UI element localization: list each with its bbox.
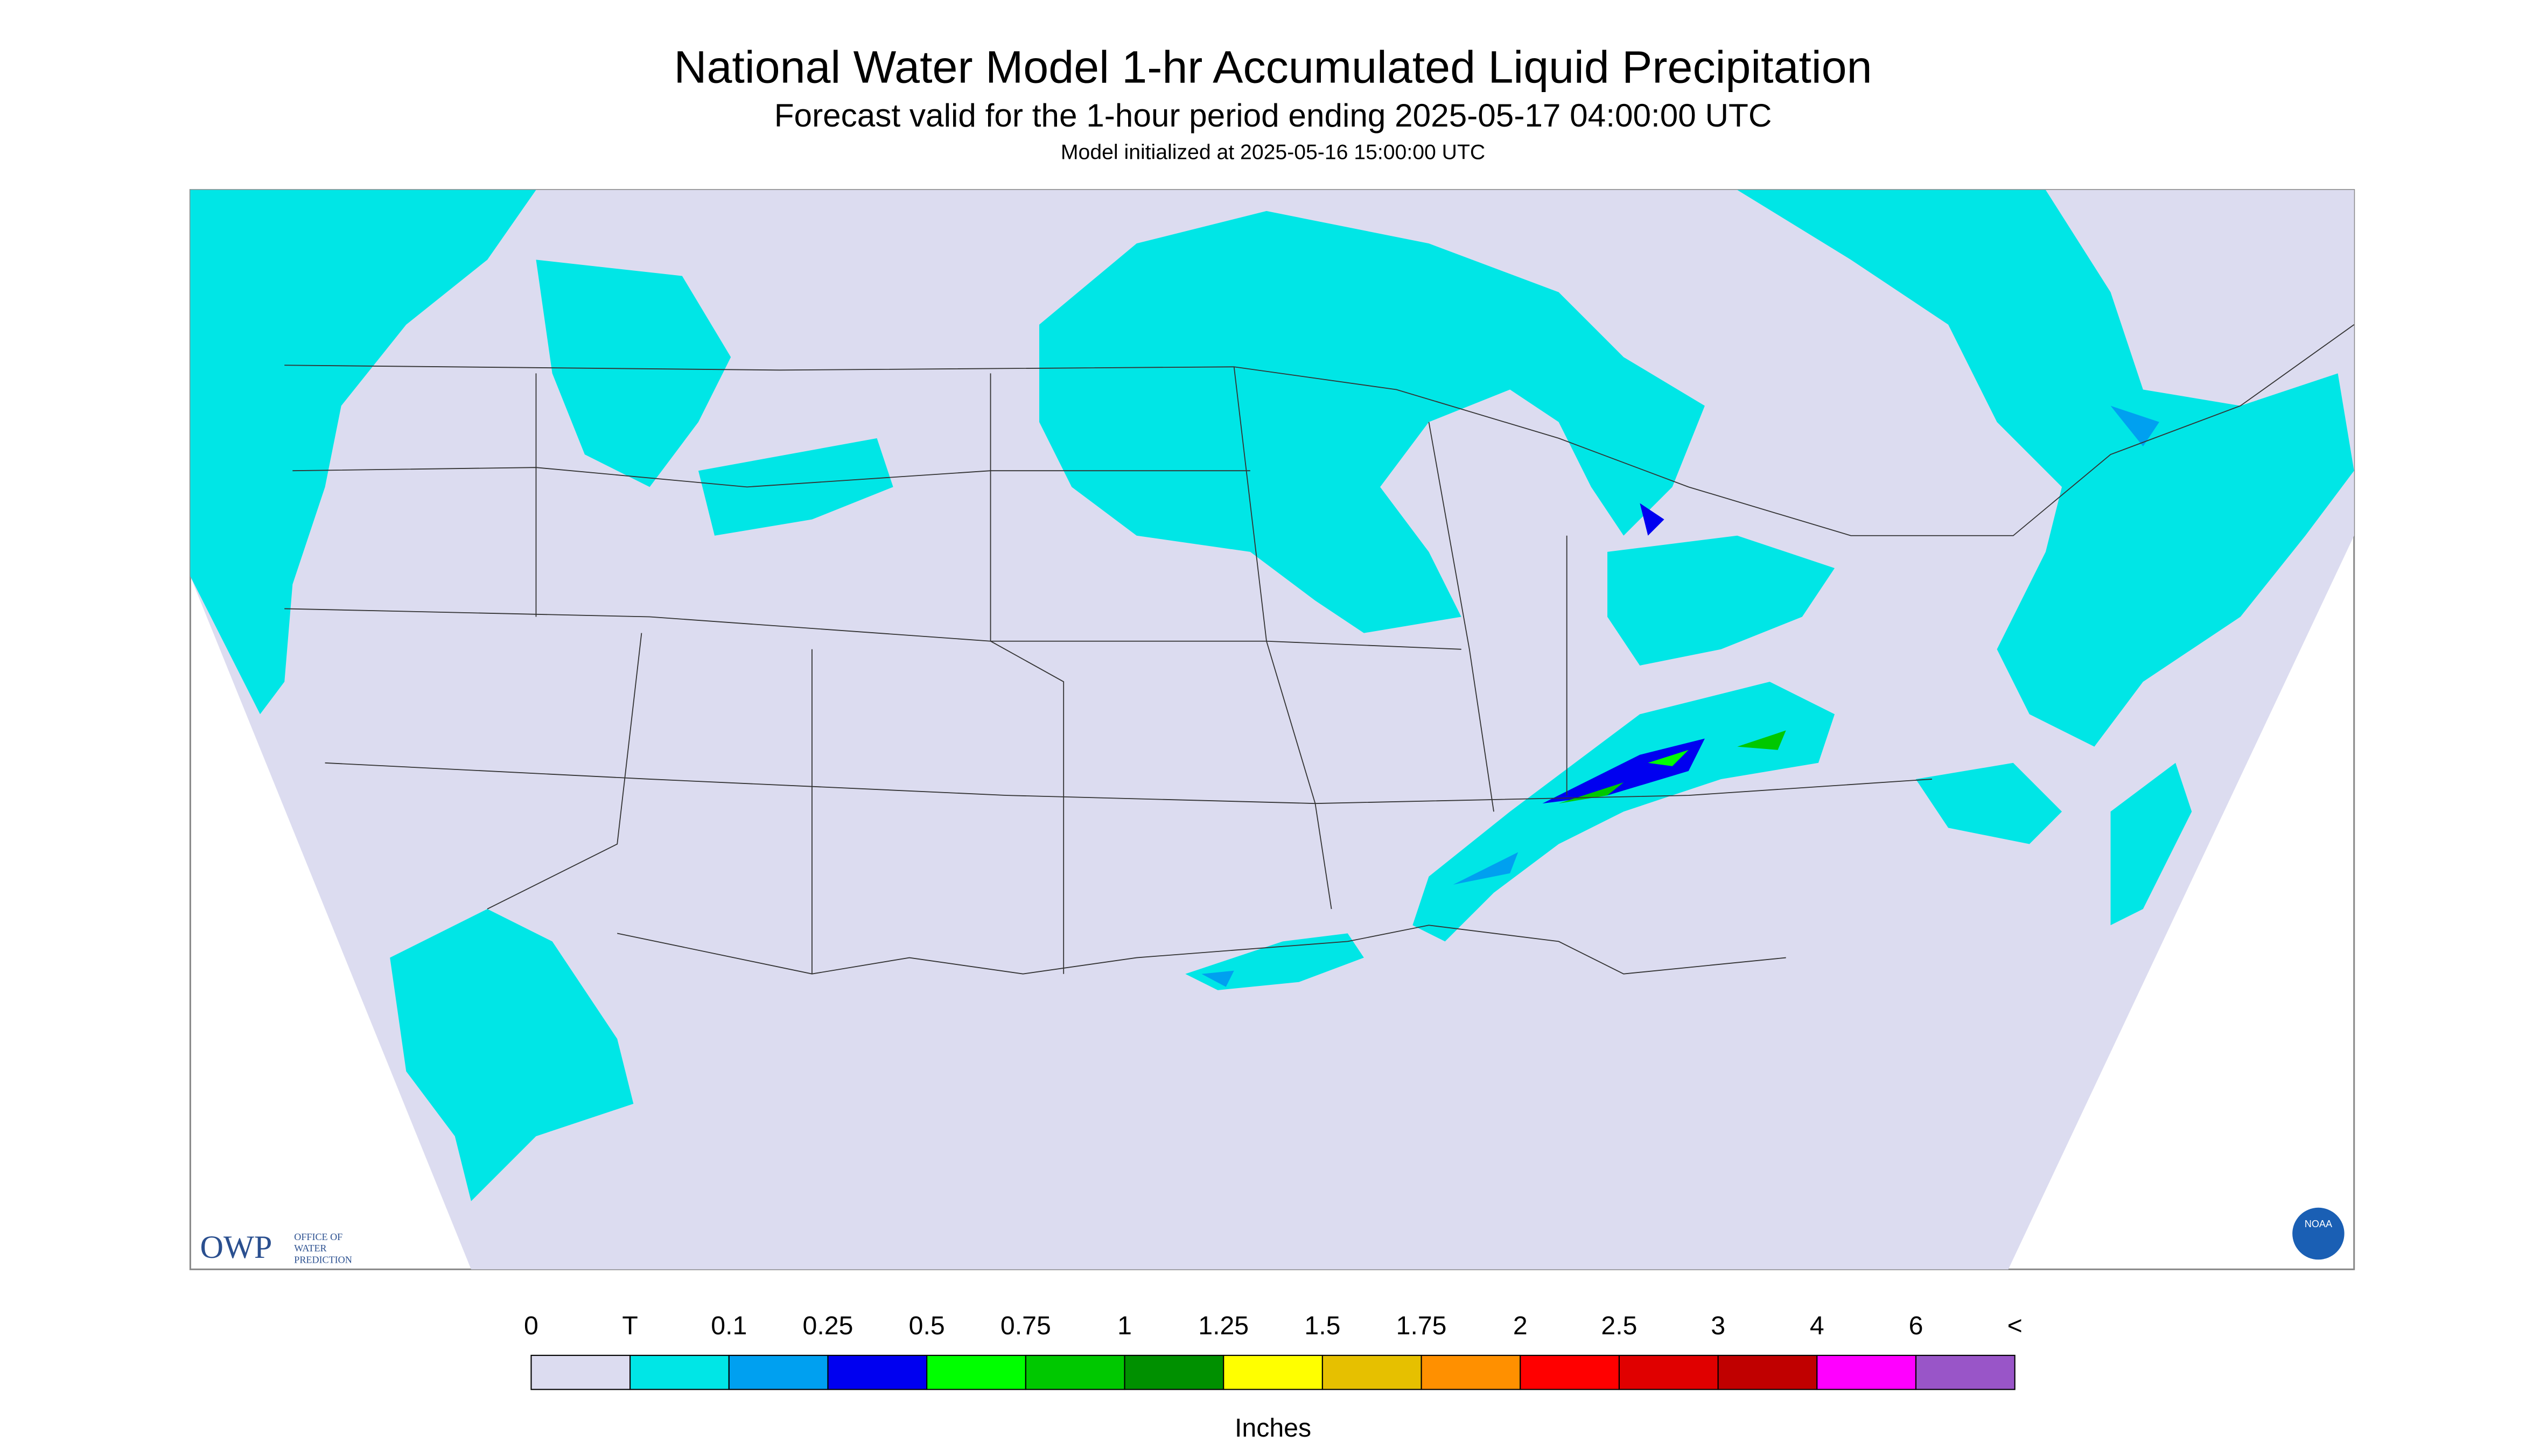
legend-swatch xyxy=(728,1355,829,1390)
borders xyxy=(284,324,2355,975)
legend-label: 2 xyxy=(1513,1311,1528,1340)
subtitle: Forecast valid for the 1-hour period end… xyxy=(774,97,1772,134)
legend-label: 4 xyxy=(1810,1311,1824,1340)
domain xyxy=(190,190,2354,1270)
owp-text: PREDICTION xyxy=(294,1254,352,1265)
legend-label: 3 xyxy=(1711,1311,1725,1340)
legend-label: 0 xyxy=(524,1311,538,1340)
noaa-logo xyxy=(2292,1207,2345,1260)
legend-label: 6 xyxy=(1909,1311,1923,1340)
legend-label: 0.75 xyxy=(1000,1311,1051,1340)
legend-label: 2.5 xyxy=(1601,1311,1637,1340)
legend-swatch xyxy=(1124,1355,1224,1390)
legend-label: 1.75 xyxy=(1396,1311,1447,1340)
legend-unit: Inches xyxy=(1235,1413,1311,1443)
legend-label: 0.25 xyxy=(803,1311,853,1340)
legend-label: T xyxy=(622,1311,638,1340)
title: National Water Model 1-hr Accumulated Li… xyxy=(674,42,1872,93)
precip-heavy xyxy=(1201,405,2159,987)
legend-label: 1 xyxy=(1117,1311,1132,1340)
noaa-text: NOAA xyxy=(2305,1219,2333,1229)
legend: 0 T 0.1 0.25 0.5 0.75 1 1.25 1.5 1.75 2 2.5 3 4 6 < xyxy=(524,1311,2023,1390)
legend-label: 1.5 xyxy=(1304,1311,1340,1340)
legend-label: < xyxy=(2007,1311,2023,1340)
precip-light xyxy=(190,190,2354,1201)
legend-swatch xyxy=(1717,1355,1818,1390)
legend-swatch xyxy=(1520,1355,1620,1390)
owp-text: WATER xyxy=(294,1243,327,1254)
legend-swatch xyxy=(629,1355,730,1390)
legend-swatch xyxy=(1025,1355,1125,1390)
map: OWP OFFICE OF WATER PREDICTION NOAA xyxy=(189,189,2355,1270)
legend-label: 0.1 xyxy=(711,1311,747,1340)
legend-swatch xyxy=(926,1355,1026,1390)
legend-swatch xyxy=(1321,1355,1422,1390)
legend-label: 1.25 xyxy=(1198,1311,1249,1340)
legend-label: 0.5 xyxy=(909,1311,945,1340)
legend-swatch xyxy=(1618,1355,1719,1390)
owp-text: OFFICE OF xyxy=(294,1231,342,1242)
legend-swatch xyxy=(1816,1355,1917,1390)
legend-swatch xyxy=(1421,1355,1521,1390)
owp-logo: OWP xyxy=(200,1229,272,1265)
init-note: Model initialized at 2025-05-16 15:00:00… xyxy=(1061,141,1485,164)
legend-swatch xyxy=(530,1355,631,1390)
legend-swatch xyxy=(1223,1355,1323,1390)
legend-swatch xyxy=(827,1355,928,1390)
legend-swatch xyxy=(1915,1355,2016,1390)
